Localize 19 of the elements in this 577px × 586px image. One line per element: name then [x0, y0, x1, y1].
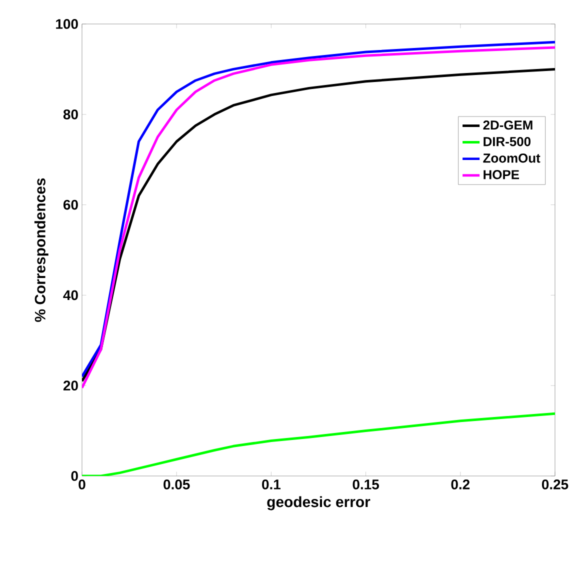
y-axis-title: % Correspondences — [34, 178, 48, 322]
y-tick-label: 60 — [63, 200, 78, 210]
legend-label: 2D-GEM — [483, 120, 532, 130]
y-tick-label: 0 — [71, 471, 78, 481]
line-series — [82, 412, 555, 476]
y-tick-label: 100 — [56, 19, 78, 29]
x-tick-label: 0.05 — [164, 480, 190, 490]
x-tick-label: 0 — [78, 480, 86, 490]
legend-label: DIR-500 — [484, 137, 530, 146]
y-tick-label: 40 — [63, 290, 78, 300]
y-tick-label: 20 — [63, 380, 78, 391]
legend-label: ZoomOut — [483, 154, 540, 163]
x-tick-label: 0.15 — [352, 480, 379, 490]
x-axis-title: geodesic error — [267, 496, 370, 510]
x-tick-label: 0.25 — [542, 480, 568, 490]
x-tick-label: 0.2 — [451, 480, 470, 490]
x-tick-label: 0.1 — [262, 480, 281, 490]
y-tick-label: 80 — [63, 109, 78, 120]
legend-label: HOPE — [484, 170, 520, 180]
